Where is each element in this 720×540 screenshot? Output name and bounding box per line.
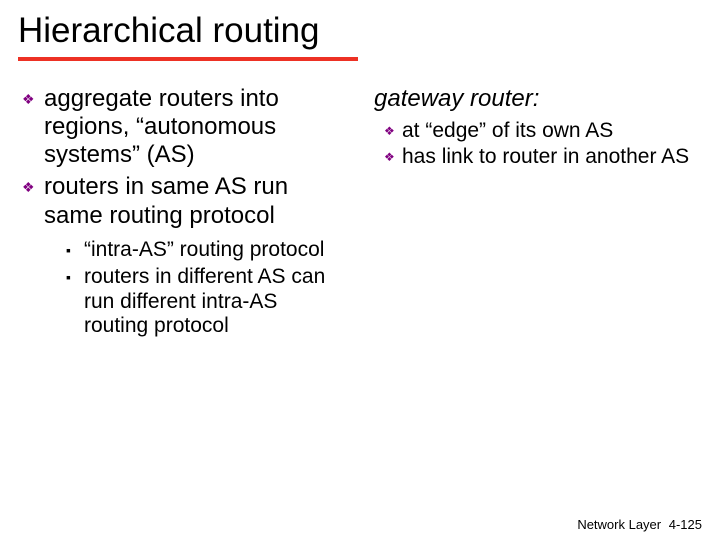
content-area: ❖ aggregate routers into regions, “auton…	[0, 61, 720, 342]
list-item: ❖ has link to router in another AS	[374, 145, 698, 170]
list-item-text: at “edge” of its own AS	[402, 119, 613, 144]
footer-page: 4-125	[669, 517, 702, 532]
diamond-bullet-icon: ❖	[22, 85, 44, 113]
list-item: ❖ routers in same AS run same routing pr…	[22, 173, 346, 230]
sub-list-item-text: “intra-AS” routing protocol	[84, 238, 324, 263]
title-block: Hierarchical routing	[0, 0, 720, 61]
diamond-bullet-icon: ❖	[384, 119, 402, 143]
footer-chapter: Network Layer	[577, 517, 661, 532]
list-item: ❖ at “edge” of its own AS	[374, 119, 698, 144]
slide-title: Hierarchical routing	[18, 12, 320, 51]
list-item-text: aggregate routers into regions, “autonom…	[44, 85, 346, 170]
diamond-bullet-icon: ❖	[22, 173, 44, 201]
sub-list-item-text: routers in different AS can run differen…	[84, 265, 346, 339]
slide-footer: Network Layer 4-125	[577, 517, 702, 532]
sub-list-item: ▪ “intra-AS” routing protocol	[66, 238, 346, 263]
left-column: ❖ aggregate routers into regions, “auton…	[22, 85, 346, 342]
square-bullet-icon: ▪	[66, 238, 84, 262]
list-item-text: routers in same AS run same routing prot…	[44, 173, 346, 230]
sub-list-item: ▪ routers in different AS can run differ…	[66, 265, 346, 339]
diamond-bullet-icon: ❖	[384, 145, 402, 169]
gateway-heading: gateway router:	[374, 85, 698, 113]
right-column: gateway router: ❖ at “edge” of its own A…	[374, 85, 698, 342]
square-bullet-icon: ▪	[66, 265, 84, 289]
sub-list: ▪ “intra-AS” routing protocol ▪ routers …	[22, 238, 346, 339]
list-item-text: has link to router in another AS	[402, 145, 689, 170]
list-item: ❖ aggregate routers into regions, “auton…	[22, 85, 346, 170]
